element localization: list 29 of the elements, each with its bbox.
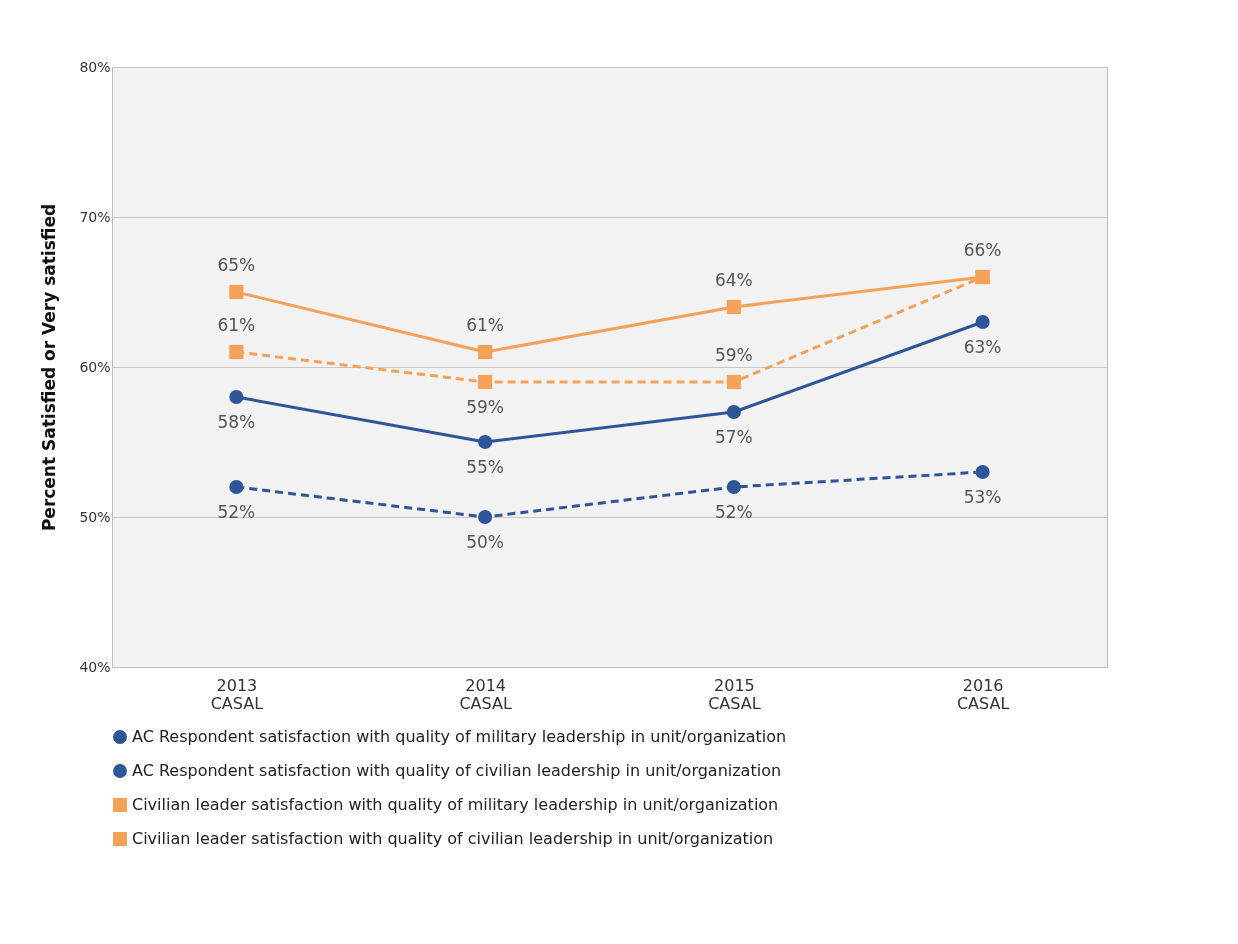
data-label: 52% bbox=[217, 502, 256, 522]
data-label: 59% bbox=[466, 397, 505, 417]
data-label: 59% bbox=[714, 345, 753, 365]
x-tick-label: 2014 CASAL bbox=[459, 675, 512, 713]
data-label: 66% bbox=[963, 240, 1002, 260]
data-label: 65% bbox=[217, 255, 256, 275]
data-label: 57% bbox=[714, 427, 753, 447]
data-label: 58% bbox=[217, 412, 256, 432]
data-label: 53% bbox=[963, 487, 1002, 507]
data-label: 61% bbox=[217, 315, 256, 335]
data-label: 64% bbox=[714, 270, 753, 290]
y-tick-label: 50% bbox=[79, 508, 111, 525]
legend-label: AC Respondent satisfaction with quality of military leadership in unit/organization bbox=[132, 727, 787, 746]
data-label: 55% bbox=[466, 457, 505, 477]
data-label: 61% bbox=[466, 315, 505, 335]
x-tick-label: 2016 CASAL bbox=[956, 675, 1010, 713]
y-tick-label: 60% bbox=[79, 358, 111, 375]
x-tick-label: 2015 CASAL bbox=[708, 675, 761, 713]
legend-label: AC Respondent satisfaction with quality of civilian leadership in unit/organization bbox=[132, 761, 782, 780]
legend-label: Civilian leader satisfaction with quality of civilian leadership in unit/organization bbox=[132, 829, 774, 848]
y-axis-title: Percent Satisfied or Very satisfied bbox=[39, 203, 60, 532]
data-label: 63% bbox=[963, 337, 1002, 357]
legend-label: Civilian leader satisfaction with quality of military leadership in unit/organization bbox=[132, 795, 779, 814]
y-tick-label: 80% bbox=[79, 58, 111, 75]
data-label: 50% bbox=[466, 532, 505, 552]
y-tick-label: 40% bbox=[79, 658, 111, 675]
data-label: 52% bbox=[714, 502, 753, 522]
y-tick-label: 70% bbox=[79, 208, 111, 225]
x-tick-label: 2013 CASAL bbox=[210, 675, 264, 713]
